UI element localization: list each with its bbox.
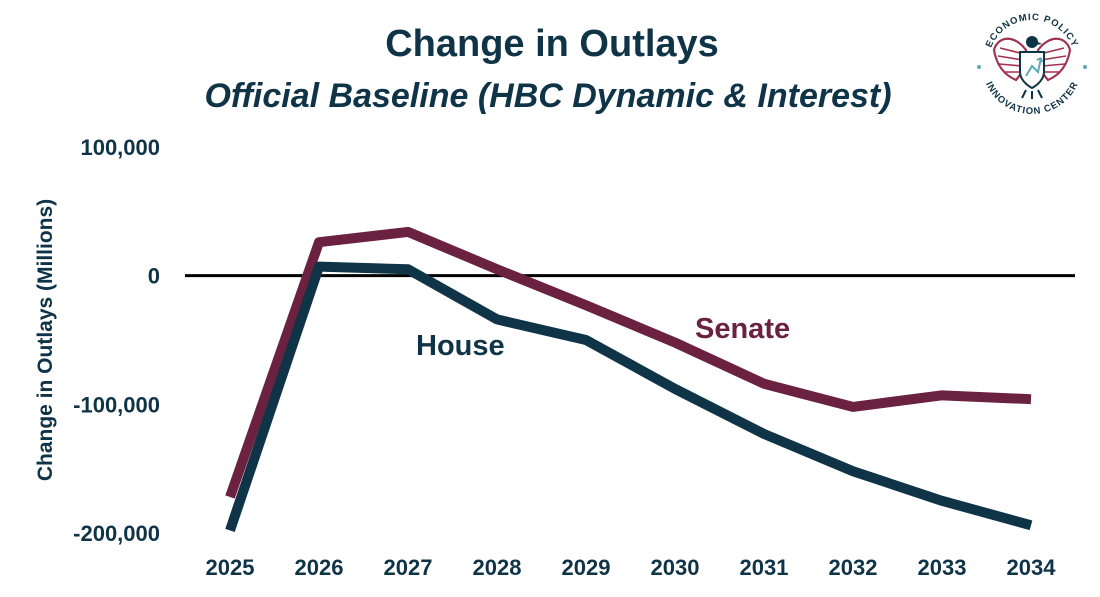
x-tick-labels: 2025 2026 2027 2028 2029 2030 2031 2032 2033 2034 — [206, 555, 1057, 580]
x-tick-label: 2028 — [473, 555, 522, 580]
series-labels: House Senate — [416, 313, 790, 362]
series-label-house: House — [416, 330, 505, 362]
x-tick-label: 2032 — [829, 555, 878, 580]
y-tick-label: 100,000 — [80, 135, 160, 160]
x-tick-label: 2031 — [740, 555, 789, 580]
logo: ECONOMIC POLICY INNOVATION CENTER — [977, 12, 1087, 117]
x-tick-label: 2029 — [562, 555, 611, 580]
y-tick-labels: 100,000 0 -100,000 -200,000 — [73, 135, 160, 546]
x-tick-label: 2027 — [384, 555, 433, 580]
y-axis-label: Change in Outlays (Millions) — [34, 199, 57, 481]
y-tick-label: -200,000 — [73, 521, 160, 546]
series-label-senate: Senate — [695, 313, 790, 345]
chart-subtitle: Official Baseline (HBC Dynamic & Interes… — [204, 77, 891, 115]
eagle-seal-icon — [992, 36, 1072, 99]
series-line-senate — [225, 226, 1032, 499]
chart-title: Change in Outlays — [385, 23, 719, 65]
series-line-house — [225, 261, 1033, 533]
y-tick-label: -100,000 — [73, 392, 160, 417]
x-tick-label: 2030 — [651, 555, 700, 580]
x-tick-label: 2033 — [918, 555, 967, 580]
series-lines — [225, 226, 1033, 533]
x-tick-label: 2034 — [1007, 555, 1057, 580]
x-tick-label: 2026 — [295, 555, 344, 580]
x-tick-label: 2025 — [206, 555, 255, 580]
y-tick-label: 0 — [148, 264, 160, 289]
